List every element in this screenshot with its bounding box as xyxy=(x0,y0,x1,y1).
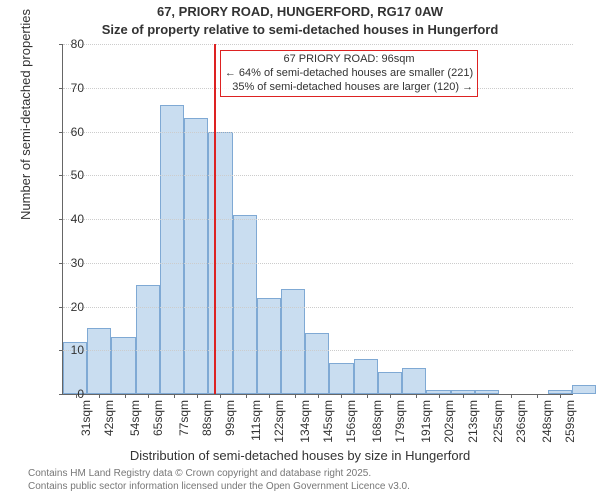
y-tick-label: 30 xyxy=(44,256,84,270)
chart-title-line1: 67, PRIORY ROAD, HUNGERFORD, RG17 0AW xyxy=(0,4,600,19)
x-tick-mark xyxy=(220,394,221,398)
histogram-bar xyxy=(184,118,208,394)
gridline xyxy=(63,44,573,45)
histogram-bar xyxy=(402,368,426,394)
y-tick-label: 60 xyxy=(44,125,84,139)
x-tick-mark xyxy=(439,394,440,398)
histogram-bar xyxy=(572,385,596,394)
x-tick-mark xyxy=(246,394,247,398)
gridline xyxy=(63,350,573,351)
y-tick-label: 80 xyxy=(44,37,84,51)
histogram-bar xyxy=(329,363,353,394)
x-tick-mark xyxy=(367,394,368,398)
footer-attribution: Contains HM Land Registry data © Crown c… xyxy=(28,468,410,493)
histogram-bar xyxy=(378,372,402,394)
footer-line1: Contains HM Land Registry data © Crown c… xyxy=(28,468,410,481)
annotation-line2: ← 64% of semi-detached houses are smalle… xyxy=(225,67,473,81)
x-tick-mark xyxy=(416,394,417,398)
x-tick-mark xyxy=(174,394,175,398)
x-tick-mark xyxy=(341,394,342,398)
y-tick-label: 70 xyxy=(44,81,84,95)
x-tick-mark xyxy=(99,394,100,398)
gridline xyxy=(63,219,573,220)
histogram-bar xyxy=(475,390,499,394)
footer-line2: Contains public sector information licen… xyxy=(28,481,410,494)
histogram-bar xyxy=(257,298,281,394)
plot-area: 67 PRIORY ROAD: 96sqm ← 64% of semi-deta… xyxy=(62,44,573,395)
y-tick-label: 0 xyxy=(44,387,84,401)
gridline xyxy=(63,307,573,308)
annotation-line3: 35% of semi-detached houses are larger (… xyxy=(225,81,473,95)
gridline xyxy=(63,132,573,133)
histogram-bar xyxy=(305,333,329,394)
annotation-line1: 67 PRIORY ROAD: 96sqm xyxy=(225,53,473,67)
gridline xyxy=(63,175,573,176)
histogram-bar xyxy=(136,285,160,394)
y-tick-label: 40 xyxy=(44,212,84,226)
x-tick-mark xyxy=(269,394,270,398)
reference-line xyxy=(214,44,216,394)
histogram-bar xyxy=(111,337,135,394)
y-axis-label: Number of semi-detached properties xyxy=(18,9,33,220)
y-tick-label: 20 xyxy=(44,300,84,314)
y-tick-label: 10 xyxy=(44,343,84,357)
histogram-bar xyxy=(233,215,257,394)
y-tick-label: 50 xyxy=(44,168,84,182)
x-tick-mark xyxy=(197,394,198,398)
x-tick-mark xyxy=(537,394,538,398)
annotation-box: 67 PRIORY ROAD: 96sqm ← 64% of semi-deta… xyxy=(220,50,478,97)
x-tick-mark xyxy=(511,394,512,398)
gridline xyxy=(63,263,573,264)
x-tick-mark xyxy=(318,394,319,398)
x-tick-mark xyxy=(125,394,126,398)
histogram-bar xyxy=(87,328,111,394)
x-tick-mark xyxy=(463,394,464,398)
x-tick-mark xyxy=(560,394,561,398)
x-tick-mark xyxy=(488,394,489,398)
x-axis-label: Distribution of semi-detached houses by … xyxy=(0,448,600,463)
x-tick-mark xyxy=(148,394,149,398)
histogram-bar xyxy=(354,359,378,394)
chart-title-line2: Size of property relative to semi-detach… xyxy=(0,22,600,37)
x-tick-mark xyxy=(295,394,296,398)
x-tick-mark xyxy=(390,394,391,398)
histogram-bar xyxy=(281,289,305,394)
